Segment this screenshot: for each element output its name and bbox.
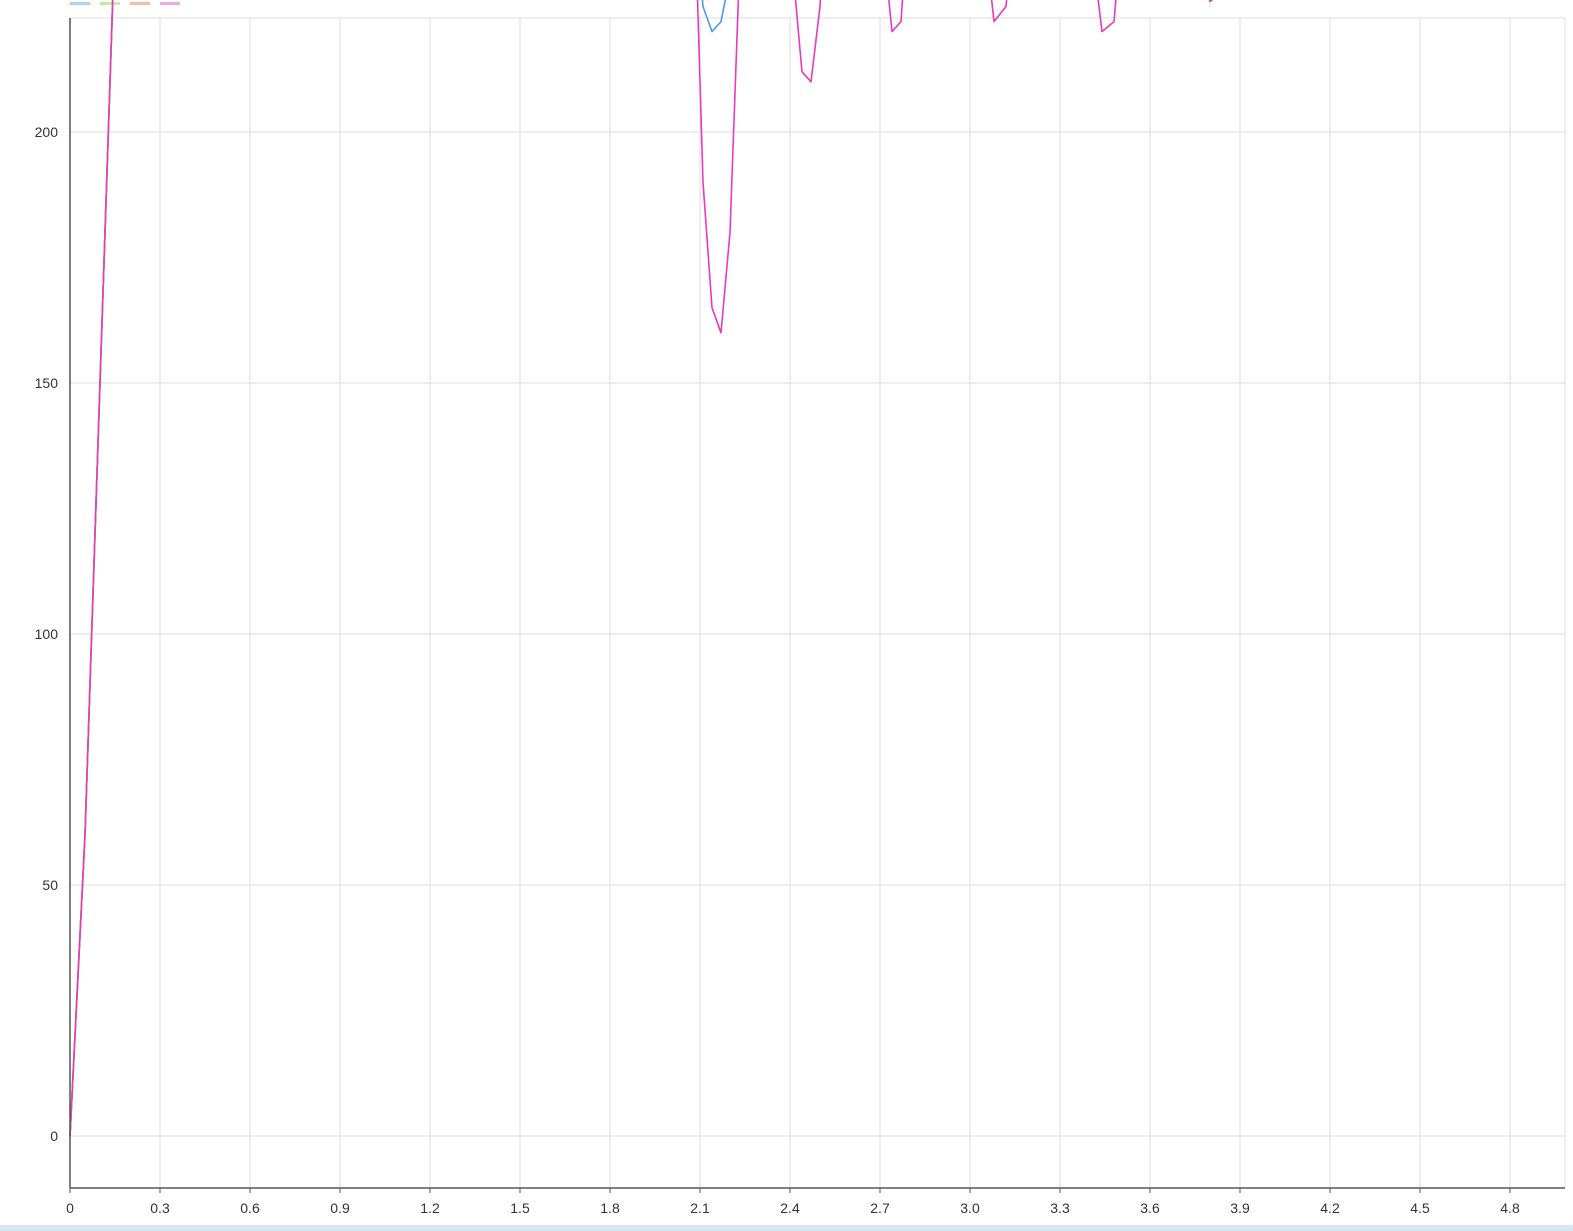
legend-chip-blue: [70, 2, 90, 5]
x-tick-label: 2.7: [870, 1200, 890, 1216]
legend-chip-green: [100, 2, 120, 5]
grid-lines: [70, 17, 1566, 1188]
x-tick-label: 4.2: [1320, 1200, 1340, 1216]
x-tick-label: 3.0: [960, 1200, 980, 1216]
series-line-1: [69, 0, 727, 1137]
x-tick-label: 3.3: [1050, 1200, 1070, 1216]
axes: [69, 18, 1565, 1189]
x-tick-label: 0.6: [240, 1200, 260, 1216]
x-tick-label: 2.1: [690, 1200, 710, 1216]
series-line-4: [69, 0, 1214, 1137]
y-tick-label: 50: [42, 877, 58, 893]
y-tick-labels: 050100150200250300350400: [35, 124, 59, 1144]
x-tick-label: 4.5: [1410, 1200, 1430, 1216]
x-tick-label: 0.9: [330, 1200, 350, 1216]
y-tick-label: 100: [35, 626, 59, 642]
series-line-2: [69, 0, 114, 1137]
legend-chip-orange: [130, 2, 150, 5]
series-line-3: [69, 0, 114, 1137]
x-tick-label: 3.9: [1230, 1200, 1250, 1216]
y-tick-label: 200: [35, 124, 59, 140]
x-tick-label: 1.2: [420, 1200, 440, 1216]
legend-remnant: [70, 2, 180, 8]
series-group: [69, 0, 1214, 1137]
x-tick-label: 4.8: [1500, 1200, 1520, 1216]
x-tick-label: 3.6: [1140, 1200, 1160, 1216]
legend-chip-magenta: [160, 2, 180, 5]
x-tick-label: 0: [66, 1200, 74, 1216]
x-tick-labels: 0 0.3 0.6 0.9 1.2 1.5 1.8 2.1 2.4 2.7 3.0 3.3 3.6 3.9…: [66, 1188, 1520, 1216]
window-bottom-bar: [0, 1225, 1573, 1231]
x-tick-label: 1.8: [600, 1200, 620, 1216]
y-tick-label: 0: [50, 1128, 58, 1144]
y-tick-label: 150: [35, 375, 59, 391]
x-tick-label: 1.5: [510, 1200, 530, 1216]
x-tick-label: 0.3: [150, 1200, 170, 1216]
x-tick-label: 2.4: [780, 1200, 800, 1216]
